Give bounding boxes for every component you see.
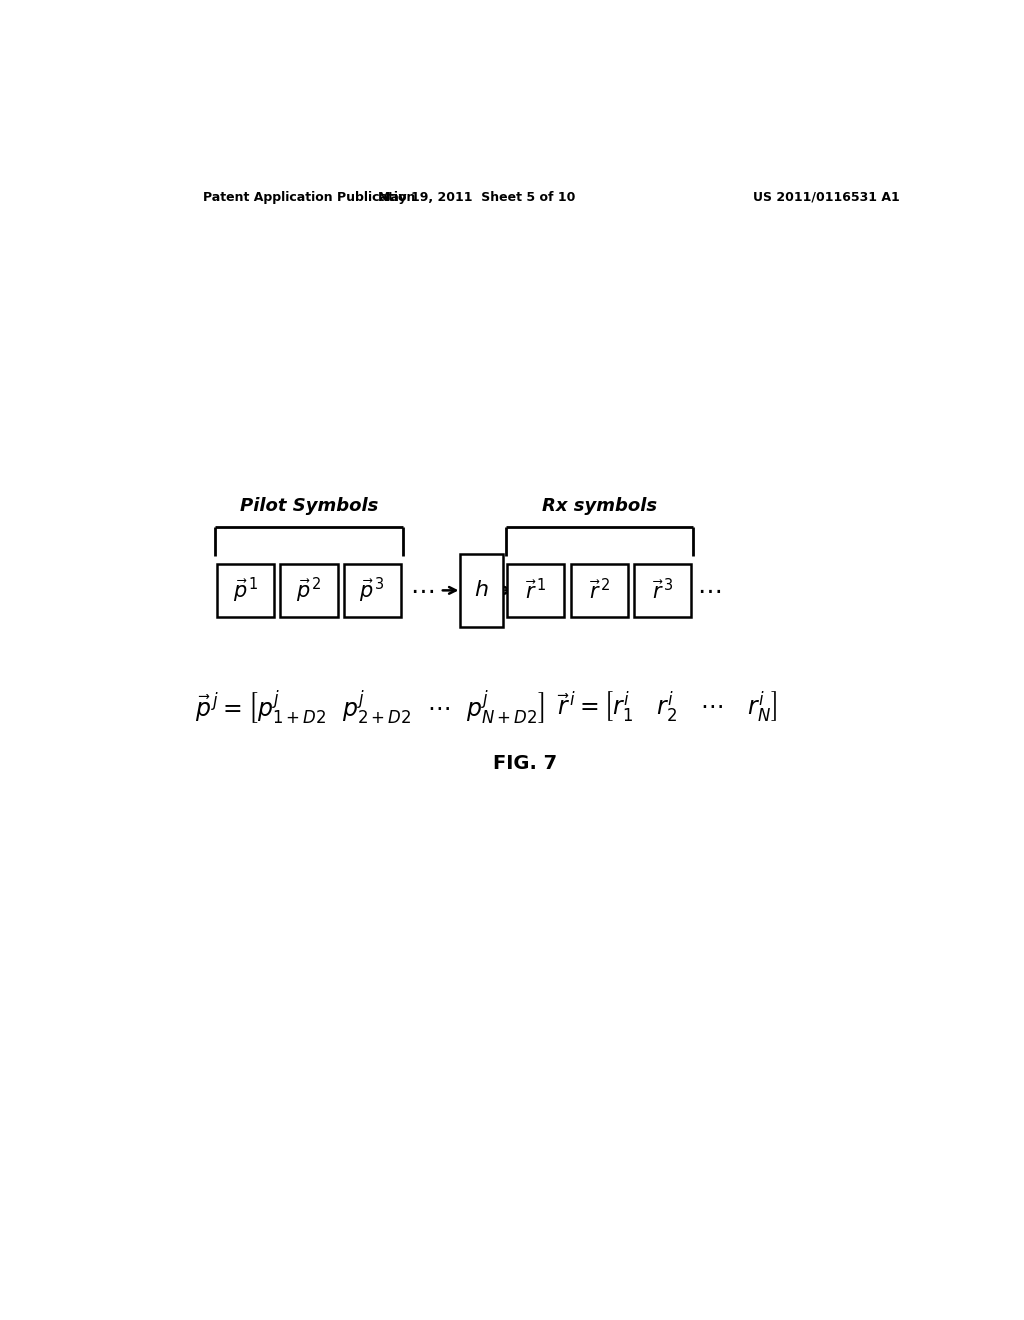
Text: $\vec{r}^{\,1}$: $\vec{r}^{\,1}$ bbox=[525, 578, 547, 603]
Bar bbox=[507, 564, 564, 616]
Text: $\vec{r}^{\,3}$: $\vec{r}^{\,3}$ bbox=[652, 578, 674, 603]
Text: $\vec{p}^{\,2}$: $\vec{p}^{\,2}$ bbox=[296, 576, 322, 605]
Text: $\cdots$: $\cdots$ bbox=[410, 578, 433, 602]
Bar bbox=[570, 564, 628, 616]
Text: Patent Application Publication: Patent Application Publication bbox=[204, 190, 416, 203]
Text: $h$: $h$ bbox=[474, 581, 488, 601]
Text: $\cdots$: $\cdots$ bbox=[697, 578, 721, 602]
Bar bbox=[217, 564, 274, 616]
Bar bbox=[460, 554, 503, 627]
Text: $\vec{p}^{\,1}$: $\vec{p}^{\,1}$ bbox=[232, 576, 258, 605]
Text: US 2011/0116531 A1: US 2011/0116531 A1 bbox=[753, 190, 900, 203]
Text: $\vec{p}^{\,3}$: $\vec{p}^{\,3}$ bbox=[359, 576, 385, 605]
Bar bbox=[634, 564, 691, 616]
Text: May 19, 2011  Sheet 5 of 10: May 19, 2011 Sheet 5 of 10 bbox=[379, 190, 575, 203]
Text: $\vec{r}^{\,2}$: $\vec{r}^{\,2}$ bbox=[589, 578, 610, 603]
Text: Rx symbols: Rx symbols bbox=[542, 498, 657, 515]
Text: $\vec{r}^{\,i}=\left[r^i_1\ \ \ r^i_2\ \ \ \cdots\ \ \ r^i_N\right]$: $\vec{r}^{\,i}=\left[r^i_1\ \ \ r^i_2\ \… bbox=[557, 689, 776, 725]
Text: FIG. 7: FIG. 7 bbox=[493, 754, 557, 772]
Bar bbox=[281, 564, 338, 616]
Text: Pilot Symbols: Pilot Symbols bbox=[240, 498, 378, 515]
Text: $\vec{p}^{\,j}=\left[p^j_{1+D2}\ \ p^j_{2+D2}\ \ \cdots\ \ p^j_{N+D2}\right]$: $\vec{p}^{\,j}=\left[p^j_{1+D2}\ \ p^j_{… bbox=[196, 689, 546, 726]
Bar bbox=[344, 564, 401, 616]
